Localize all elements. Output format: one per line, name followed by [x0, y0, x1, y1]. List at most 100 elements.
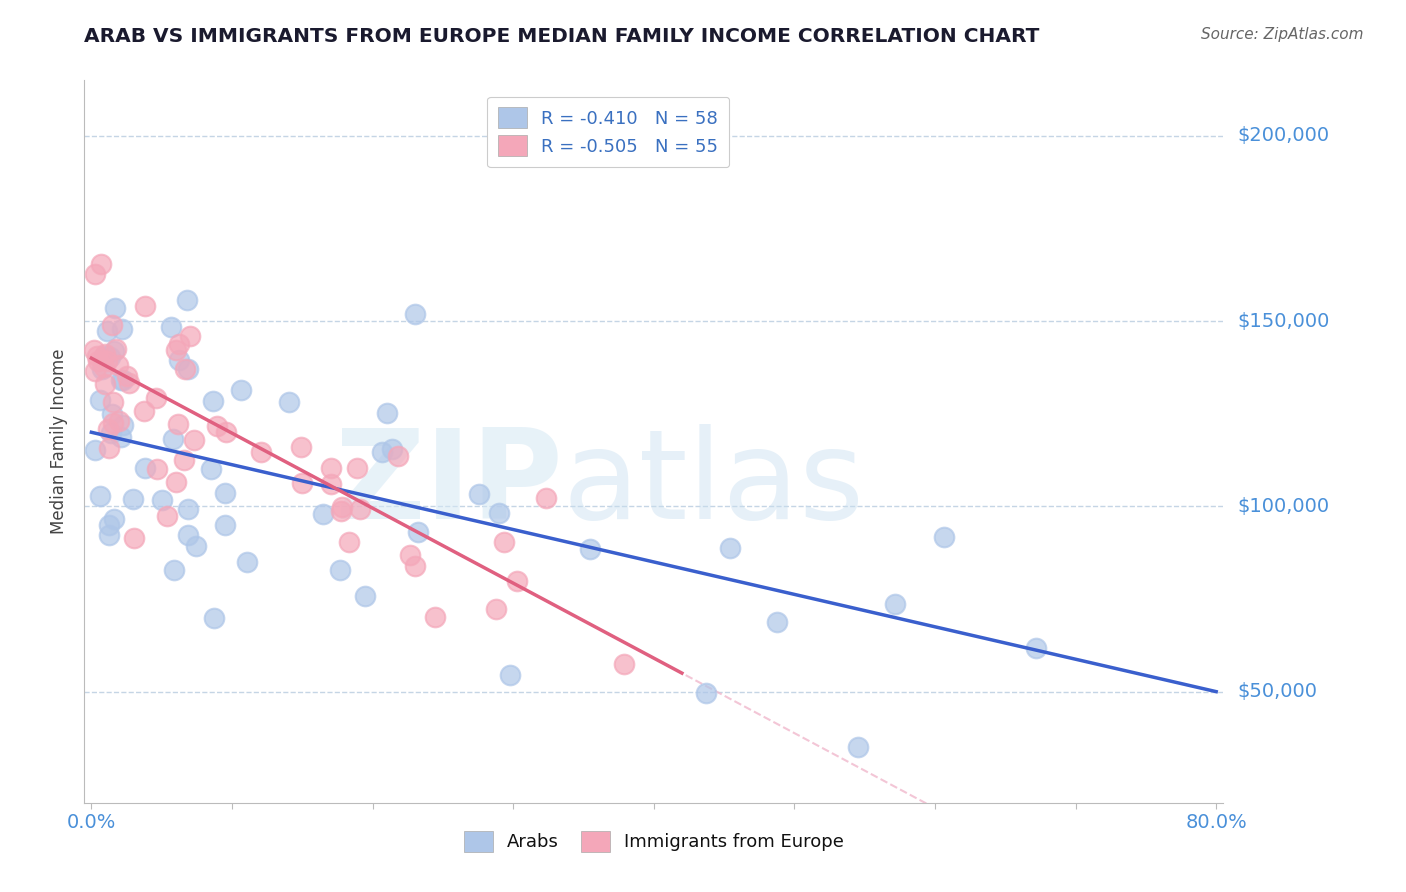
Point	[278, 394, 301, 409]
Y-axis label: Median Family Income: Median Family Income	[51, 349, 69, 534]
Point	[498, 668, 520, 682]
Point	[174, 361, 197, 376]
Point	[84, 443, 107, 458]
Point	[97, 441, 120, 455]
Point	[214, 486, 236, 500]
Point	[202, 611, 225, 625]
Point	[107, 358, 129, 372]
Point	[404, 307, 426, 321]
Point	[96, 324, 118, 338]
Point	[173, 453, 195, 467]
Point	[290, 440, 312, 454]
Point	[169, 337, 191, 351]
Point	[122, 531, 145, 545]
Point	[695, 686, 717, 700]
Point	[111, 417, 134, 432]
Text: $150,000: $150,000	[1237, 311, 1329, 331]
Point	[165, 475, 187, 490]
Point	[312, 507, 335, 521]
Text: ZIP: ZIP	[335, 425, 562, 545]
Point	[200, 462, 222, 476]
Point	[169, 352, 191, 367]
Point	[167, 417, 190, 432]
Point	[718, 541, 741, 555]
Text: ARAB VS IMMIGRANTS FROM EUROPE MEDIAN FAMILY INCOME CORRELATION CHART: ARAB VS IMMIGRANTS FROM EUROPE MEDIAN FA…	[84, 27, 1039, 45]
Point	[488, 506, 510, 520]
Point	[94, 376, 117, 391]
Point	[177, 528, 200, 542]
Point	[387, 449, 409, 463]
Point	[118, 376, 141, 390]
Point	[176, 293, 198, 307]
Legend: Arabs, Immigrants from Europe: Arabs, Immigrants from Europe	[457, 823, 851, 859]
Point	[423, 610, 446, 624]
Point	[214, 425, 236, 440]
Text: $100,000: $100,000	[1237, 497, 1329, 516]
Point	[93, 349, 115, 363]
Point	[97, 527, 120, 541]
Point	[91, 361, 114, 376]
Point	[98, 518, 121, 533]
Point	[134, 461, 156, 475]
Point	[205, 418, 228, 433]
Point	[177, 501, 200, 516]
Point	[101, 318, 124, 333]
Point	[87, 354, 110, 368]
Point	[319, 460, 342, 475]
Point	[404, 558, 426, 573]
Point	[101, 407, 124, 421]
Point	[159, 320, 181, 334]
Point	[381, 442, 404, 456]
Point	[111, 373, 134, 387]
Point	[184, 539, 207, 553]
Point	[249, 444, 271, 458]
Point	[179, 328, 201, 343]
Point	[108, 414, 131, 428]
Text: $50,000: $50,000	[1237, 682, 1317, 701]
Point	[163, 564, 186, 578]
Point	[90, 257, 112, 271]
Point	[145, 461, 167, 475]
Point	[319, 476, 342, 491]
Point	[110, 430, 132, 444]
Point	[214, 518, 236, 533]
Point	[485, 602, 508, 616]
Point	[104, 342, 127, 356]
Point	[165, 343, 187, 358]
Point	[330, 503, 353, 517]
Point	[121, 492, 143, 507]
Text: Source: ZipAtlas.com: Source: ZipAtlas.com	[1201, 27, 1364, 42]
Point	[766, 615, 789, 629]
Point	[89, 489, 111, 503]
Point	[229, 383, 252, 397]
Point	[103, 512, 125, 526]
Point	[97, 421, 120, 435]
Point	[375, 406, 398, 420]
Point	[468, 486, 491, 500]
Point	[176, 362, 198, 376]
Point	[506, 574, 529, 588]
Point	[934, 530, 956, 544]
Point	[84, 267, 107, 281]
Point	[100, 426, 122, 441]
Point	[536, 491, 558, 505]
Point	[235, 555, 257, 569]
Point	[98, 351, 121, 365]
Point	[329, 563, 352, 577]
Point	[83, 343, 105, 357]
Point	[578, 541, 600, 556]
Point	[354, 590, 377, 604]
Point	[110, 373, 132, 387]
Point	[134, 299, 156, 313]
Point	[492, 535, 515, 549]
Point	[371, 444, 394, 458]
Point	[94, 347, 117, 361]
Point	[115, 368, 138, 383]
Point	[883, 597, 905, 611]
Text: $200,000: $200,000	[1237, 127, 1329, 145]
Point	[399, 549, 422, 563]
Point	[162, 432, 184, 446]
Point	[346, 461, 368, 475]
Point	[332, 500, 354, 514]
Point	[1025, 640, 1047, 655]
